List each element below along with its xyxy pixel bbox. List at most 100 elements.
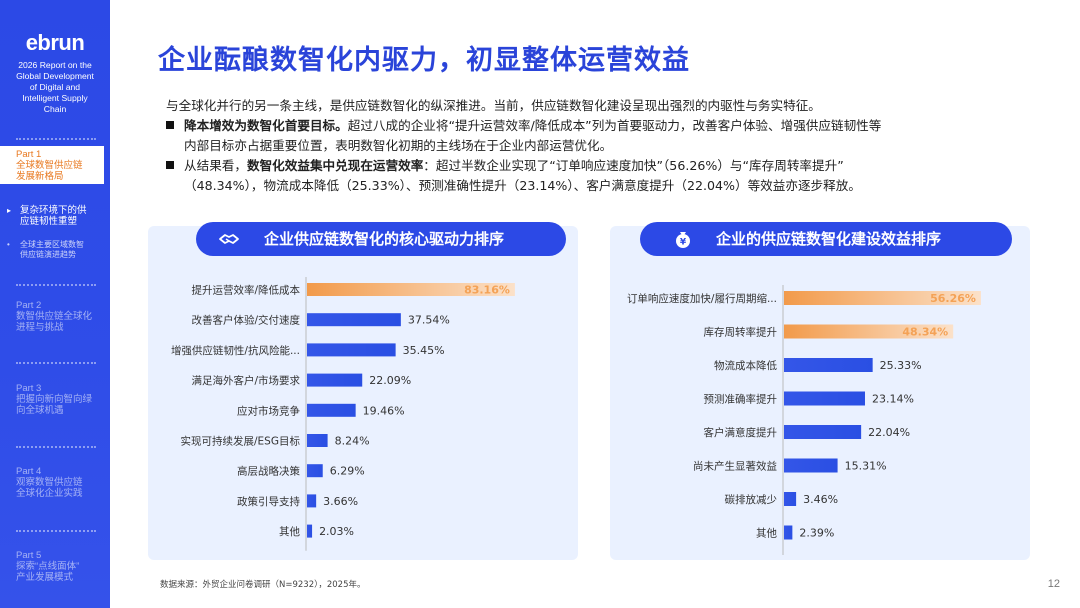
category-label: 预测准确率提升 <box>704 393 778 406</box>
value-label: 3.46% <box>803 493 838 506</box>
category-label: 应对市场竞争 <box>237 404 300 417</box>
ebrun-logo: ebrun <box>25 30 85 55</box>
value-label: 22.04% <box>868 426 910 439</box>
bar <box>307 434 328 447</box>
bullet-icon: • <box>7 240 10 249</box>
sub-item-label: 全球主要区域数智 <box>20 240 84 249</box>
bullet-paragraph-2: 从结果看，数智化效益集中兑现在运营效率：超过半数企业实现了“订单响应速度加快”（… <box>166 156 1046 176</box>
bar <box>307 343 396 357</box>
intro-paragraph: 与全球化并行的另一条主线，是供应链数智化的纵深推进。当前，供应链数智化建设呈现出… <box>166 98 821 113</box>
bullet-paragraph-1: 降本增效为数智化首要目标。超过八成的企业将“提升运营效率/降低成本”列为首要驱动… <box>166 116 1046 136</box>
category-label: 增强供应链韧性/抗风险能... <box>171 344 300 357</box>
chart-title-pill-benefits: ¥ 企业的供应链数智化建设效益排序 <box>640 222 1012 256</box>
bar <box>307 494 317 508</box>
nav-sub-item-resilience[interactable]: ▸ 复杂环境下的供 应链韧性重塑 <box>0 205 110 227</box>
category-label: 满足海外客户/市场要求 <box>191 374 300 387</box>
report-line: of Digital and <box>29 82 81 92</box>
part-desc: 进程与挑战 <box>16 322 64 333</box>
chart-title: 企业的供应链数智化建设效益排序 <box>716 230 942 248</box>
value-label: 3.66% <box>323 495 358 508</box>
divider <box>16 138 96 140</box>
category-label: 碳排放减少 <box>725 493 778 506</box>
value-label: 56.26% <box>930 292 976 305</box>
nav-part-4[interactable]: Part 4 观察数智供应链 全球化企业实践 <box>0 466 110 499</box>
square-bullet-icon <box>166 161 174 169</box>
category-label: 尚未产生显著效益 <box>693 460 777 473</box>
report-line: 2026 Report on the <box>18 60 92 70</box>
part-title: Part 4 <box>16 466 42 477</box>
part-desc: 产业发展模式 <box>16 572 74 583</box>
part-desc: 探索“点线面体” <box>16 561 80 572</box>
part-desc: 全球数智供应链 <box>16 160 83 171</box>
bar <box>307 464 323 478</box>
chart-title: 企业供应链数智化的核心驱动力排序 <box>264 230 505 248</box>
part-desc: 向全球机遇 <box>16 405 64 416</box>
bar <box>784 324 954 339</box>
bar <box>784 492 797 506</box>
category-label: 实现可持续发展/ESG目标 <box>181 435 301 448</box>
value-label: 2.39% <box>799 527 834 540</box>
benefits-bar-chart: 订单响应速度加快/履行周期缩... 56.26% 库存周转率提升 48.34% 物流成本… <box>627 285 981 555</box>
chart-title-pill-drivers: 企业供应链数智化的核心驱动力排序 <box>196 222 566 256</box>
part-desc: 把握向新向智向绿 <box>16 394 93 405</box>
handshake-icon <box>219 234 239 244</box>
bar <box>784 525 793 540</box>
report-line: Chain <box>43 104 67 114</box>
value-label: 23.14% <box>872 393 914 406</box>
value-label: 83.16% <box>464 284 510 297</box>
divider <box>16 530 96 532</box>
sidebar: ebrun 2026 Report on the Global Developm… <box>0 0 110 608</box>
part-title: Part 3 <box>16 383 42 394</box>
bar <box>784 358 873 372</box>
chart-panel-drivers <box>148 226 578 560</box>
source-note: 数据来源：外贸企业问卷调研（N=9232），2025年。 <box>160 580 366 590</box>
value-label: 19.46% <box>363 404 405 417</box>
nav-part-5[interactable]: Part 5 探索“点线面体” 产业发展模式 <box>0 550 110 583</box>
value-label: 8.24% <box>335 435 370 448</box>
bar <box>784 291 981 305</box>
category-label: 订单响应速度加快/履行周期缩... <box>627 292 777 305</box>
category-label: 其他 <box>756 527 777 540</box>
page-title: 企业酝酿数智化内驱力，初显整体运营效益 <box>158 45 690 76</box>
paragraph-text: 超过八成的企业将“提升运营效率/降低成本”列为首要驱动力，改善客户体验、增强供应… <box>347 118 882 133</box>
nav-part-3[interactable]: Part 3 把握向新向智向绿 向全球机遇 <box>0 383 110 416</box>
bar <box>307 313 401 327</box>
paragraph-text: 从结果看， <box>184 158 247 173</box>
square-bullet-icon <box>166 121 174 129</box>
paragraph-text: ：超过半数企业实现了“订单响应速度加快”（56.26%）与“库存周转率提升” <box>423 158 844 173</box>
sub-item-label: 应链韧性重塑 <box>20 216 78 227</box>
category-label: 物流成本降低 <box>714 359 777 372</box>
report-line: Global Development <box>16 71 94 81</box>
divider <box>16 362 96 364</box>
value-label: 37.54% <box>408 314 450 327</box>
paragraph-text: （48.34%），物流成本降低（25.33%）、预测准确性提升（23.14%）、… <box>184 178 861 193</box>
value-label: 6.29% <box>330 465 365 478</box>
nav-sub-item-trends[interactable]: • 全球主要区域数智 供应链演进趋势 <box>0 240 110 260</box>
part-title: Part 1 <box>16 149 42 160</box>
part-title: Part 5 <box>16 550 42 561</box>
bar <box>784 425 862 439</box>
bar <box>307 524 313 538</box>
sub-item-label: 复杂环境下的供 <box>20 205 87 216</box>
category-label: 客户满意度提升 <box>704 426 778 439</box>
category-label: 高层战略决策 <box>237 465 300 478</box>
drivers-bar-chart: 提升运营效率/降低成本 83.16% 改善客户体验/交付速度 37.54% 增强供应链韧… <box>171 277 515 551</box>
category-label: 其他 <box>279 525 300 538</box>
nav-part-2[interactable]: Part 2 数智供应链全球化 进程与挑战 <box>0 300 110 333</box>
divider <box>16 446 96 448</box>
part-title: Part 2 <box>16 300 42 311</box>
bold-text: 降本增效为数智化首要目标。 <box>184 118 348 133</box>
money-bag-icon: ¥ <box>676 232 690 248</box>
paragraph-text: 内部目标亦占据重要位置，表明数智化初期的主线场在于企业内部运营优化。 <box>184 138 613 153</box>
value-label: 15.31% <box>845 460 887 473</box>
value-label: 2.03% <box>319 525 354 538</box>
bar <box>784 458 838 473</box>
report-title: 2026 Report on the Global Development of… <box>6 60 104 115</box>
part-desc: 数智供应链全球化 <box>16 311 93 322</box>
nav-part-1[interactable]: Part 1 全球数智供应链 发展新格局 <box>0 146 104 184</box>
body-text: 与全球化并行的另一条主线，是供应链数智化的纵深推进。当前，供应链数智化建设呈现出… <box>166 96 1046 196</box>
part-desc: 全球化企业实践 <box>16 488 83 499</box>
category-label: 改善客户体验/交付速度 <box>191 314 300 327</box>
bar <box>307 373 363 387</box>
category-label: 政策引导支持 <box>237 495 300 508</box>
